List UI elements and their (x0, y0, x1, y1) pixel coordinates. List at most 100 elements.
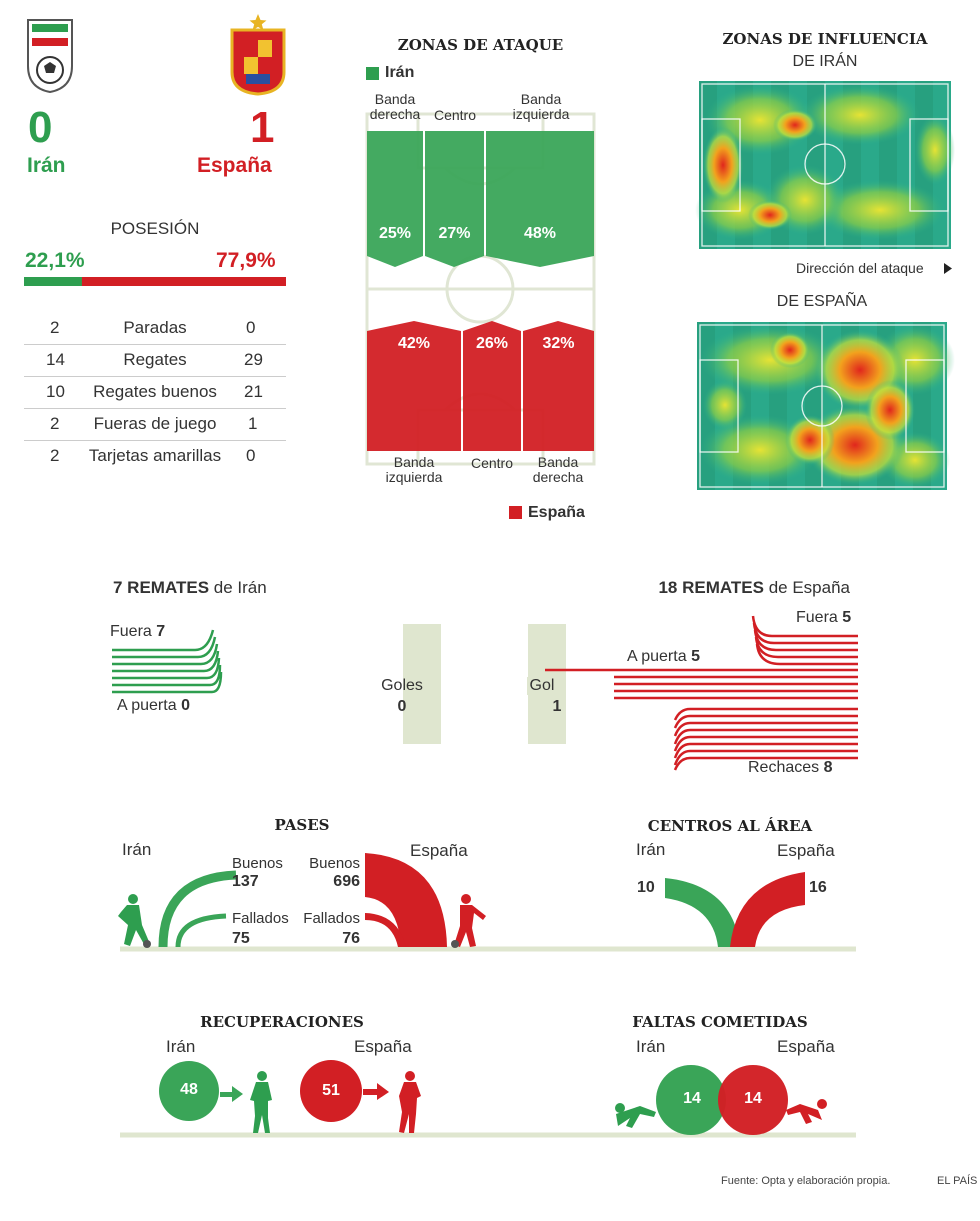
label-text: A puerta (117, 697, 177, 714)
label-text: Buenos (232, 855, 283, 872)
crosses-iran-label: Irán (636, 840, 666, 859)
zone-label-line: Banda (520, 91, 562, 107)
stat-label: Paradas (123, 318, 187, 337)
iran-recovery-arrow-icon (220, 1086, 243, 1102)
crosses-title: CENTROS AL ÁREA (647, 817, 813, 835)
passes-iran-label: Irán (122, 840, 152, 859)
spain-zone-right-label: Banda derecha (526, 455, 590, 485)
spain-player-icon (451, 894, 486, 948)
zone-label-line: izquierda (512, 106, 570, 122)
spain-bad-passes-arc (365, 913, 406, 947)
spain-zone-left-label: Banda izquierda (376, 455, 452, 485)
spain-fallen-player-icon (786, 1099, 827, 1124)
spain-blocked-label: Rechaces 8 (748, 759, 833, 777)
stat-iran-value: 10 (46, 382, 65, 401)
stat-row-saves: 2 Paradas 0 (24, 312, 286, 345)
value-text: 5 (691, 648, 700, 665)
iran-zone-center (425, 131, 484, 267)
spain-on-target-label: A puerta 5 (627, 648, 700, 666)
stat-label: Fueras de juego (93, 414, 217, 433)
iran-recoveries-circle (159, 1061, 219, 1121)
value-text: 137 (232, 873, 259, 890)
footer-source: Fuente: Opta y elaboración propia. (721, 1175, 891, 1187)
direction-arrow-icon (944, 263, 952, 274)
iran-bad-passes: Fallados 75 (232, 909, 289, 949)
iran-zone-right-value: 25% (378, 225, 412, 242)
value-text: 5 (842, 609, 852, 626)
spain-zone-left (367, 321, 461, 451)
spain-shots-team: de España (768, 578, 850, 597)
stat-spain-value: 0 (246, 318, 256, 337)
stat-row-offsides: 2 Fueras de juego 1 (24, 408, 286, 441)
spain-shots-blocked (673, 707, 858, 771)
stat-iran-value: 2 (50, 414, 60, 433)
possession-bar-iran (24, 277, 82, 286)
iran-off-target-label: Fuera 7 (110, 623, 165, 641)
iran-fallen-player-icon (615, 1103, 656, 1128)
iran-shots-count: 7 REMATES (113, 578, 210, 597)
spain-attack-zones (367, 321, 594, 451)
possession-bar-spain (24, 277, 286, 286)
spain-zone-center (463, 321, 521, 451)
fouls-title: FALTAS COMETIDAS (632, 1013, 808, 1031)
iran-crosses-arc (665, 878, 740, 947)
value-text: 75 (232, 930, 250, 947)
stat-spain-value: 21 (244, 382, 263, 401)
zone-label-line: izquierda (385, 469, 443, 485)
iran-zone-left (486, 131, 594, 267)
iran-zone-center-label: Centro (433, 107, 477, 123)
value-text: 8 (823, 759, 833, 776)
fouls-iran-value: 14 (683, 1090, 701, 1107)
iran-attack-zones (367, 131, 594, 267)
spain-recovery-arrow-icon (363, 1083, 389, 1100)
spain-shots-count: 18 REMATES (658, 578, 764, 597)
iran-recovery-player-icon (250, 1071, 272, 1133)
possession-spain: 77,9% (216, 249, 276, 272)
iran-zone-right-label: Banda derecha (362, 92, 428, 122)
label-text: Buenos (309, 855, 360, 872)
iran-shots-team: de Irán (213, 578, 267, 597)
passes-spain-label: España (410, 841, 468, 860)
influence-spain-subtitle: DE ESPAÑA (776, 293, 868, 310)
iran-on-target-label: A puerta 0 (117, 697, 190, 715)
iran-fouls-circle (656, 1065, 726, 1135)
spain-zone-right-value: 32% (542, 335, 575, 352)
attack-zones-title: ZONAS DE ATAQUE (397, 36, 564, 54)
iran-good-passes: Buenos 137 (232, 855, 283, 891)
stat-row-dribbles: 14 Regates 29 (24, 344, 286, 377)
value-text: 0 (181, 697, 190, 714)
stat-label: Regates buenos (93, 382, 217, 401)
iran-zone-left-value: 48% (523, 225, 557, 242)
label-text: Fuera (110, 623, 152, 640)
spain-team-name: España (197, 154, 272, 177)
crosses-spain-value: 16 (809, 879, 827, 896)
fouls-spain-label: España (777, 1037, 835, 1056)
iran-legend-swatch (366, 67, 379, 80)
possession-iran: 22,1% (25, 249, 85, 272)
influence-iran-subtitle: DE IRÁN (792, 53, 858, 70)
label-text: Fallados (303, 910, 360, 927)
iran-legend-label: Irán (385, 64, 415, 81)
value-text: 696 (333, 873, 360, 890)
iran-team-name: Irán (27, 154, 66, 177)
heatmap-iran (695, 81, 955, 249)
stat-iran-value: 2 (50, 446, 60, 465)
spain-off-target-label: Fuera 5 (796, 609, 851, 627)
attack-direction-label: Dirección del ataque (796, 260, 924, 276)
spain-fouls-circle (718, 1065, 788, 1135)
spain-shots-on-target (614, 675, 858, 700)
recoveries-spain-value: 51 (322, 1082, 340, 1099)
iran-goals-label: Goles (381, 677, 423, 694)
zone-label-line: Banda (393, 454, 435, 470)
spain-zone-center-value: 26% (475, 335, 509, 352)
spain-recovery-player-icon (399, 1071, 421, 1133)
spain-gol-label: Gol (527, 677, 557, 695)
recoveries-iran-label: Irán (166, 1037, 196, 1056)
iran-player-icon (118, 894, 151, 948)
iran-shots-title: 7 REMATES de Irán (113, 578, 267, 598)
spain-good-passes: Buenos 696 (300, 855, 360, 891)
stat-spain-value: 29 (244, 350, 263, 369)
recoveries-iran-value: 48 (180, 1081, 198, 1098)
label-text: A puerta (627, 648, 687, 665)
